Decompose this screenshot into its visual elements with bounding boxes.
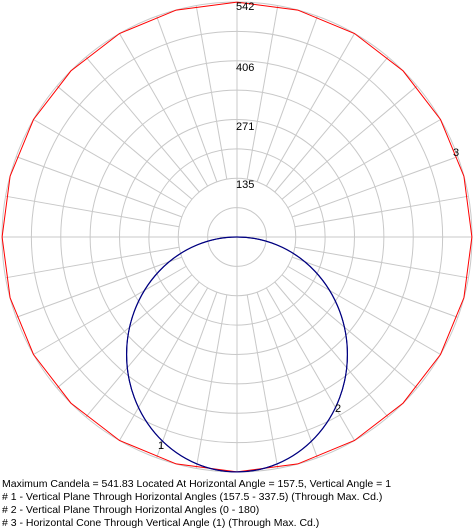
candela-curves	[1, 1, 473, 473]
grid-spoke-290	[256, 16, 318, 182]
grid-spoke-260	[195, 5, 228, 180]
grid-spoke-10	[294, 246, 469, 279]
grid-spoke-130	[85, 281, 200, 418]
grid-spoke-160	[16, 256, 182, 318]
grid-spoke-70	[256, 292, 318, 458]
grid-spoke-200	[16, 156, 182, 218]
legend-entry-1: # 1 - Vertical Plane Through Horizontal …	[2, 491, 383, 503]
curve-label-1: 1	[158, 440, 164, 452]
grid-spoke-80	[246, 294, 279, 469]
grid-spoke-110	[156, 292, 218, 458]
grid-spoke-250	[156, 16, 218, 182]
grid-spoke-330	[287, 119, 441, 209]
grid-spoke-150	[33, 265, 187, 355]
ring-label-542: 542	[236, 1, 254, 13]
ring-labels: 542 406 271 135	[236, 1, 254, 191]
grid-spoke-140	[56, 274, 193, 389]
ring-label-135: 135	[236, 179, 254, 191]
grid-spoke-230	[85, 56, 200, 193]
grid-spoke-320	[281, 85, 418, 200]
grid-spoke-100	[195, 294, 228, 469]
grid-spoke-170	[5, 246, 180, 279]
legend-entry-3: # 3 - Horizontal Cone Through Vertical A…	[2, 517, 320, 529]
ring-label-271: 271	[236, 121, 254, 133]
grid-spoke-300	[265, 33, 355, 187]
grid-spoke-280	[246, 5, 279, 180]
curve-label-2: 2	[335, 403, 341, 415]
grid-spoke-190	[5, 195, 180, 228]
grid-spoke-350	[294, 195, 469, 228]
grid-spoke-50	[274, 281, 389, 418]
ring-label-406: 406	[236, 62, 254, 74]
grid-spoke-30	[287, 265, 441, 355]
curve-label-3: 3	[453, 147, 459, 159]
grid-spoke-340	[292, 156, 458, 218]
legend-annotations: Maximum Candela = 541.83 Located At Hori…	[2, 478, 472, 530]
grid-spoke-210	[33, 119, 187, 209]
grid-spoke-20	[292, 256, 458, 318]
grid-spoke-310	[274, 56, 389, 193]
legend-entry-2: # 2 - Vertical Plane Through Horizontal …	[2, 504, 260, 516]
grid-spoke-240	[119, 33, 209, 187]
grid-spoke-60	[265, 287, 355, 441]
grid-spoke-120	[119, 287, 209, 441]
polar-plot: 542 406 271 135 1 2 3	[1, 1, 473, 473]
series-3-curve	[1, 1, 473, 473]
grid-spoke-40	[281, 274, 418, 389]
series-1-curve	[126, 236, 348, 473]
max-candela-note: Maximum Candela = 541.83 Located At Hori…	[2, 478, 392, 490]
curve-labels: 1 2 3	[158, 147, 459, 452]
grid-spoke-220	[56, 85, 193, 200]
